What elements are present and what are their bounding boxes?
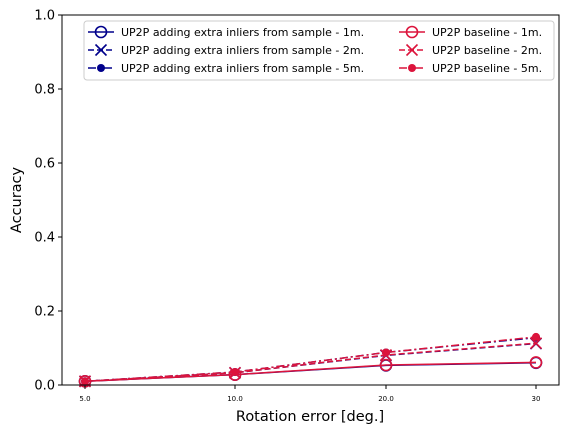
series-4-point-3 [379, 358, 393, 372]
x-axis: 5.0 10.0 20.0 30 [79, 385, 540, 403]
series-4-point-4 [529, 356, 543, 369]
series-5-point-4-stroke-b [529, 337, 543, 350]
legend-entry-2: UP2P adding extra inliers from sample - … [88, 43, 364, 57]
y-axis: 0.0 0.2 0.4 0.6 0.8 1.0 [34, 9, 62, 394]
y-axis-label: Accuracy [9, 166, 25, 233]
series-6-point-1 [81, 377, 89, 386]
legend-entry-1: UP2P adding extra inliers from sample - … [88, 25, 364, 39]
x-tick-label-2: 20.0 [378, 395, 394, 403]
y-tick-label-1: 0.2 [34, 305, 55, 320]
plot-marks [78, 332, 543, 388]
legend-label-1: UP2P adding extra inliers from sample - … [121, 26, 364, 39]
series-4 [78, 356, 543, 388]
legend-marker-4 [405, 25, 419, 39]
legend-entry-5: UP2P baseline - 2m. [399, 43, 542, 57]
legend-label-4: UP2P baseline - 1m. [432, 26, 542, 39]
legend-box [83, 20, 555, 81]
legend-marker-3 [97, 64, 105, 72]
x-tick-label-1: 10.0 [227, 395, 243, 403]
legend-entry-3: UP2P adding extra inliers from sample - … [88, 62, 364, 75]
x-axis-label: Rotation error [deg.] [236, 409, 384, 425]
legend-marker-1 [94, 25, 108, 39]
y-tick-label-0: 0.0 [34, 379, 55, 394]
series-6-line [84, 336, 537, 383]
series-6-point-3 [382, 348, 390, 357]
y-tick-label-5: 1.0 [34, 9, 55, 24]
legend-entry-6: UP2P baseline - 5m. [399, 62, 542, 75]
x-tick-label-0: 5.0 [79, 395, 90, 403]
y-tick-label-2: 0.4 [34, 231, 55, 246]
legend-entry-4: UP2P baseline - 1m. [399, 25, 542, 39]
legend-label-2: UP2P adding extra inliers from sample - … [121, 44, 364, 57]
legend-label-3: UP2P adding extra inliers from sample - … [121, 62, 364, 75]
legend-marker-5-stroke-b [405, 43, 419, 57]
y-tick-label-4: 0.8 [34, 83, 55, 98]
series-5-point-4 [529, 337, 543, 350]
legend-label-5: UP2P baseline - 2m. [432, 44, 542, 57]
series-6-point-4 [532, 332, 540, 341]
legend-marker-6 [408, 64, 416, 72]
series-6-point-2 [231, 368, 239, 377]
legend-label-6: UP2P baseline - 5m. [432, 62, 542, 75]
legend-marker-2 [94, 43, 108, 57]
series-6 [81, 332, 540, 386]
plot-frame [61, 14, 560, 386]
x-tick-label-3: 30 [532, 395, 541, 403]
legend: UP2P adding extra inliers from sample - … [83, 20, 555, 81]
series-4-line [84, 361, 537, 383]
y-tick-label-3: 0.6 [34, 157, 55, 172]
legend-marker-5 [405, 43, 419, 57]
legend-marker-2-stroke-b [94, 43, 108, 57]
